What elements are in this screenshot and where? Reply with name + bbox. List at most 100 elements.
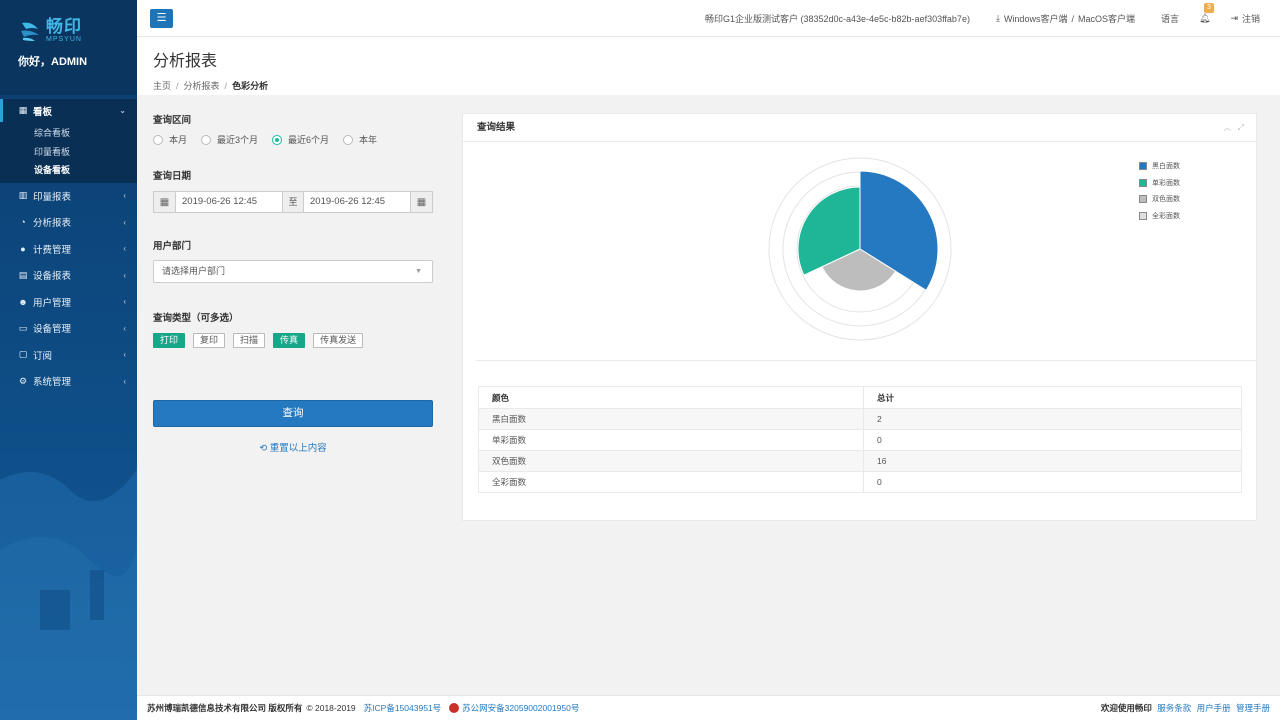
table-header-row: 颜色 总计 <box>478 386 1242 409</box>
type-tag-fax[interactable]: 传真 <box>273 333 306 348</box>
users-icon: ☻ <box>18 296 28 307</box>
reset-link[interactable]: ⟲ 重置以上内容 <box>153 440 433 454</box>
chevron-left-icon: ‹ <box>123 217 126 227</box>
sidebar-item-volume-report[interactable]: ▥ 印量报表 ‹ <box>0 183 137 210</box>
footer-copyright: © 2018-2019 <box>306 703 356 713</box>
sidebar-subitem-device[interactable]: 设备看板 <box>34 165 71 175</box>
period-option-month[interactable]: 本月 <box>153 133 187 146</box>
type-tag-copy[interactable]: 复印 <box>193 333 226 348</box>
breadcrumb-current: 色彩分析 <box>232 81 269 91</box>
radio-checked-icon <box>272 134 283 145</box>
sidebar-item-subscribe[interactable]: ▢ 订阅 ‹ <box>0 342 137 369</box>
collapse-icon[interactable]: ︿ <box>1223 123 1232 132</box>
date-to-input[interactable]: 2019-06-26 12:45 <box>310 196 386 207</box>
chart-ring-0 <box>768 157 952 341</box>
period-option-6months[interactable]: 最近6个月 <box>272 133 329 146</box>
type-tag-fax-send[interactable]: 传真发送 <box>313 333 364 348</box>
table-row: 黑白面数 2 <box>478 408 1242 430</box>
logo-cn: 畅印 <box>46 17 82 36</box>
pie-slice[interactable] <box>821 248 897 292</box>
department-select[interactable]: 请选择用户部门 ▼ <box>153 260 433 283</box>
logout-button[interactable]: ⇥ 注销 <box>1230 12 1260 25</box>
legend-item[interactable]: 黑白面数 <box>1139 158 1180 175</box>
top-navbar: ☰ 畅印G1企业版测试客户 (38352d0c-a43e-4e5c-b82b-a… <box>137 0 1280 37</box>
sidebar-item-dashboard[interactable]: ▦ 看板 ⌄ <box>0 99 137 122</box>
period-option-3months[interactable]: 最近3个月 <box>201 133 258 146</box>
legend-item[interactable]: 单彩面数 <box>1139 175 1180 192</box>
department-placeholder: 请选择用户部门 <box>162 266 226 276</box>
footer-terms-link[interactable]: 服务条款 <box>1157 703 1192 713</box>
topbar-right: 畅印G1企业版测试客户 (38352d0c-a43e-4e5c-b82b-aef… <box>679 0 1260 37</box>
bell-icon: 🔔︎ <box>1199 13 1211 23</box>
footer-welcome: 欢迎使用畅印 <box>1100 703 1152 713</box>
column-header-total: 总计 <box>863 386 1242 409</box>
breadcrumb: 主页 / 分析报表 / 色彩分析 <box>153 79 1280 92</box>
sidebar-item-analysis-report[interactable]: ◔ 分析报表 ‹ <box>0 209 137 236</box>
language-label: 语言 <box>1160 14 1179 24</box>
caret-down-icon: ▼ <box>415 268 422 275</box>
client-downloads: ⤓ Windows客户端 / MacOS客户端 <box>996 12 1135 25</box>
sidebar-item-label: 印量报表 <box>33 191 72 203</box>
sidebar-item-device-report[interactable]: ▤ 设备报表 ‹ <box>0 262 137 289</box>
sidebar-item-label: 用户管理 <box>33 297 72 309</box>
legend-swatch <box>1139 162 1147 171</box>
printer-icon: ▤ <box>18 269 28 280</box>
result-panel: 查询结果 ︿ ⤢ 黑白面数 单彩面数 双色面数 全彩面数 颜色 总计 黑白面数 2 单… <box>462 113 1257 521</box>
type-tag-print[interactable]: 打印 <box>153 333 186 348</box>
chevron-down-icon: ⌄ <box>119 106 126 115</box>
refresh-icon: ⟲ <box>259 443 268 454</box>
logo-en: MPSYUN <box>46 36 82 43</box>
pie-slice[interactable] <box>797 186 861 276</box>
sidebar-background-illustration <box>0 470 137 720</box>
brand-area: 畅印 MPSYUN 你好，ADMIN <box>0 0 137 95</box>
radio-label: 最近6个月 <box>288 135 330 145</box>
radio-icon <box>201 134 212 145</box>
radio-icon <box>343 134 354 145</box>
sidebar-item-system[interactable]: ⚙ 系统管理 ‹ <box>0 368 137 395</box>
pie-slice[interactable] <box>859 170 939 292</box>
sidebar-item-billing[interactable]: ● 计费管理 ‹ <box>0 236 137 263</box>
radio-label: 本年 <box>359 135 378 145</box>
breadcrumb-separator: / <box>176 80 179 91</box>
chart-area: 黑白面数单彩面数双色面数 全彩面数 <box>476 142 1257 361</box>
period-option-year[interactable]: 本年 <box>343 133 377 146</box>
download-separator: / <box>1071 13 1074 24</box>
cell-total: 0 <box>863 429 1242 451</box>
sidebar-submenu: 综合看板 印量看板 设备看板 <box>0 122 137 183</box>
windows-client-link[interactable]: Windows客户端 <box>1003 14 1068 24</box>
footer-police-link[interactable]: 苏公网安备32059002001950号 <box>462 703 580 713</box>
bar-chart-icon: ▥ <box>18 190 28 201</box>
footer-icp-link[interactable]: 苏ICP备15043951号 <box>363 703 442 713</box>
language-menu[interactable]: 语言 <box>1161 12 1179 25</box>
radio-icon <box>153 134 163 145</box>
query-button[interactable]: 查询 <box>153 400 433 427</box>
expand-icon[interactable]: ⤢ <box>1237 123 1244 132</box>
date-from-input[interactable]: 2019-06-26 12:45 <box>182 196 258 207</box>
sidebar-toggle-button[interactable]: ☰ <box>150 9 173 28</box>
legend-item[interactable]: 双色面数 <box>1139 191 1180 208</box>
department-label: 用户部门 <box>153 241 192 252</box>
sidebar-item-users[interactable]: ☻ 用户管理 ‹ <box>0 289 137 316</box>
mac-client-link[interactable]: MacOS客户端 <box>1077 14 1135 24</box>
sidebar-subitem-overview[interactable]: 综合看板 <box>34 128 71 138</box>
calendar-icon[interactable]: ▦ <box>154 192 176 212</box>
cell-color: 黑白面数 <box>478 408 864 430</box>
logo[interactable]: 畅印 MPSYUN <box>18 18 137 43</box>
table-row: 单彩面数 0 <box>478 429 1242 451</box>
footer-user-manual-link[interactable]: 用户手册 <box>1196 703 1231 713</box>
legend-item[interactable]: 全彩面数 <box>1139 208 1180 225</box>
breadcrumb-analysis[interactable]: 分析报表 <box>183 81 220 91</box>
result-table: 颜色 总计 黑白面数 2 单彩面数 0 双色面数 16 全彩面数 0 <box>478 386 1242 493</box>
sidebar-nav: ▦ 看板 ⌄ 综合看板 印量看板 设备看板 ▥ 印量报表 ‹ ◔ 分析报表 ‹ … <box>0 99 137 395</box>
legend-label: 单彩面数 <box>1152 179 1180 187</box>
type-tag-scan[interactable]: 扫描 <box>233 333 266 348</box>
sidebar-item-devices[interactable]: ▭ 设备管理 ‹ <box>0 315 137 342</box>
breadcrumb-home[interactable]: 主页 <box>153 81 172 91</box>
calendar-icon[interactable]: ▦ <box>410 192 432 212</box>
client-info: 畅印G1企业版测试客户 (38352d0c-a43e-4e5c-b82b-aef… <box>705 12 970 25</box>
footer-admin-manual-link[interactable]: 管理手册 <box>1235 703 1270 713</box>
sidebar-subitem-volume[interactable]: 印量看板 <box>34 146 71 157</box>
query-type-label: 查询类型（可多选） <box>153 313 239 324</box>
notifications[interactable]: 🔔︎ 3 <box>1199 3 1214 24</box>
sidebar: 畅印 MPSYUN 你好，ADMIN ▦ 看板 ⌄ 综合看板 印量看板 设备看板… <box>0 0 137 720</box>
